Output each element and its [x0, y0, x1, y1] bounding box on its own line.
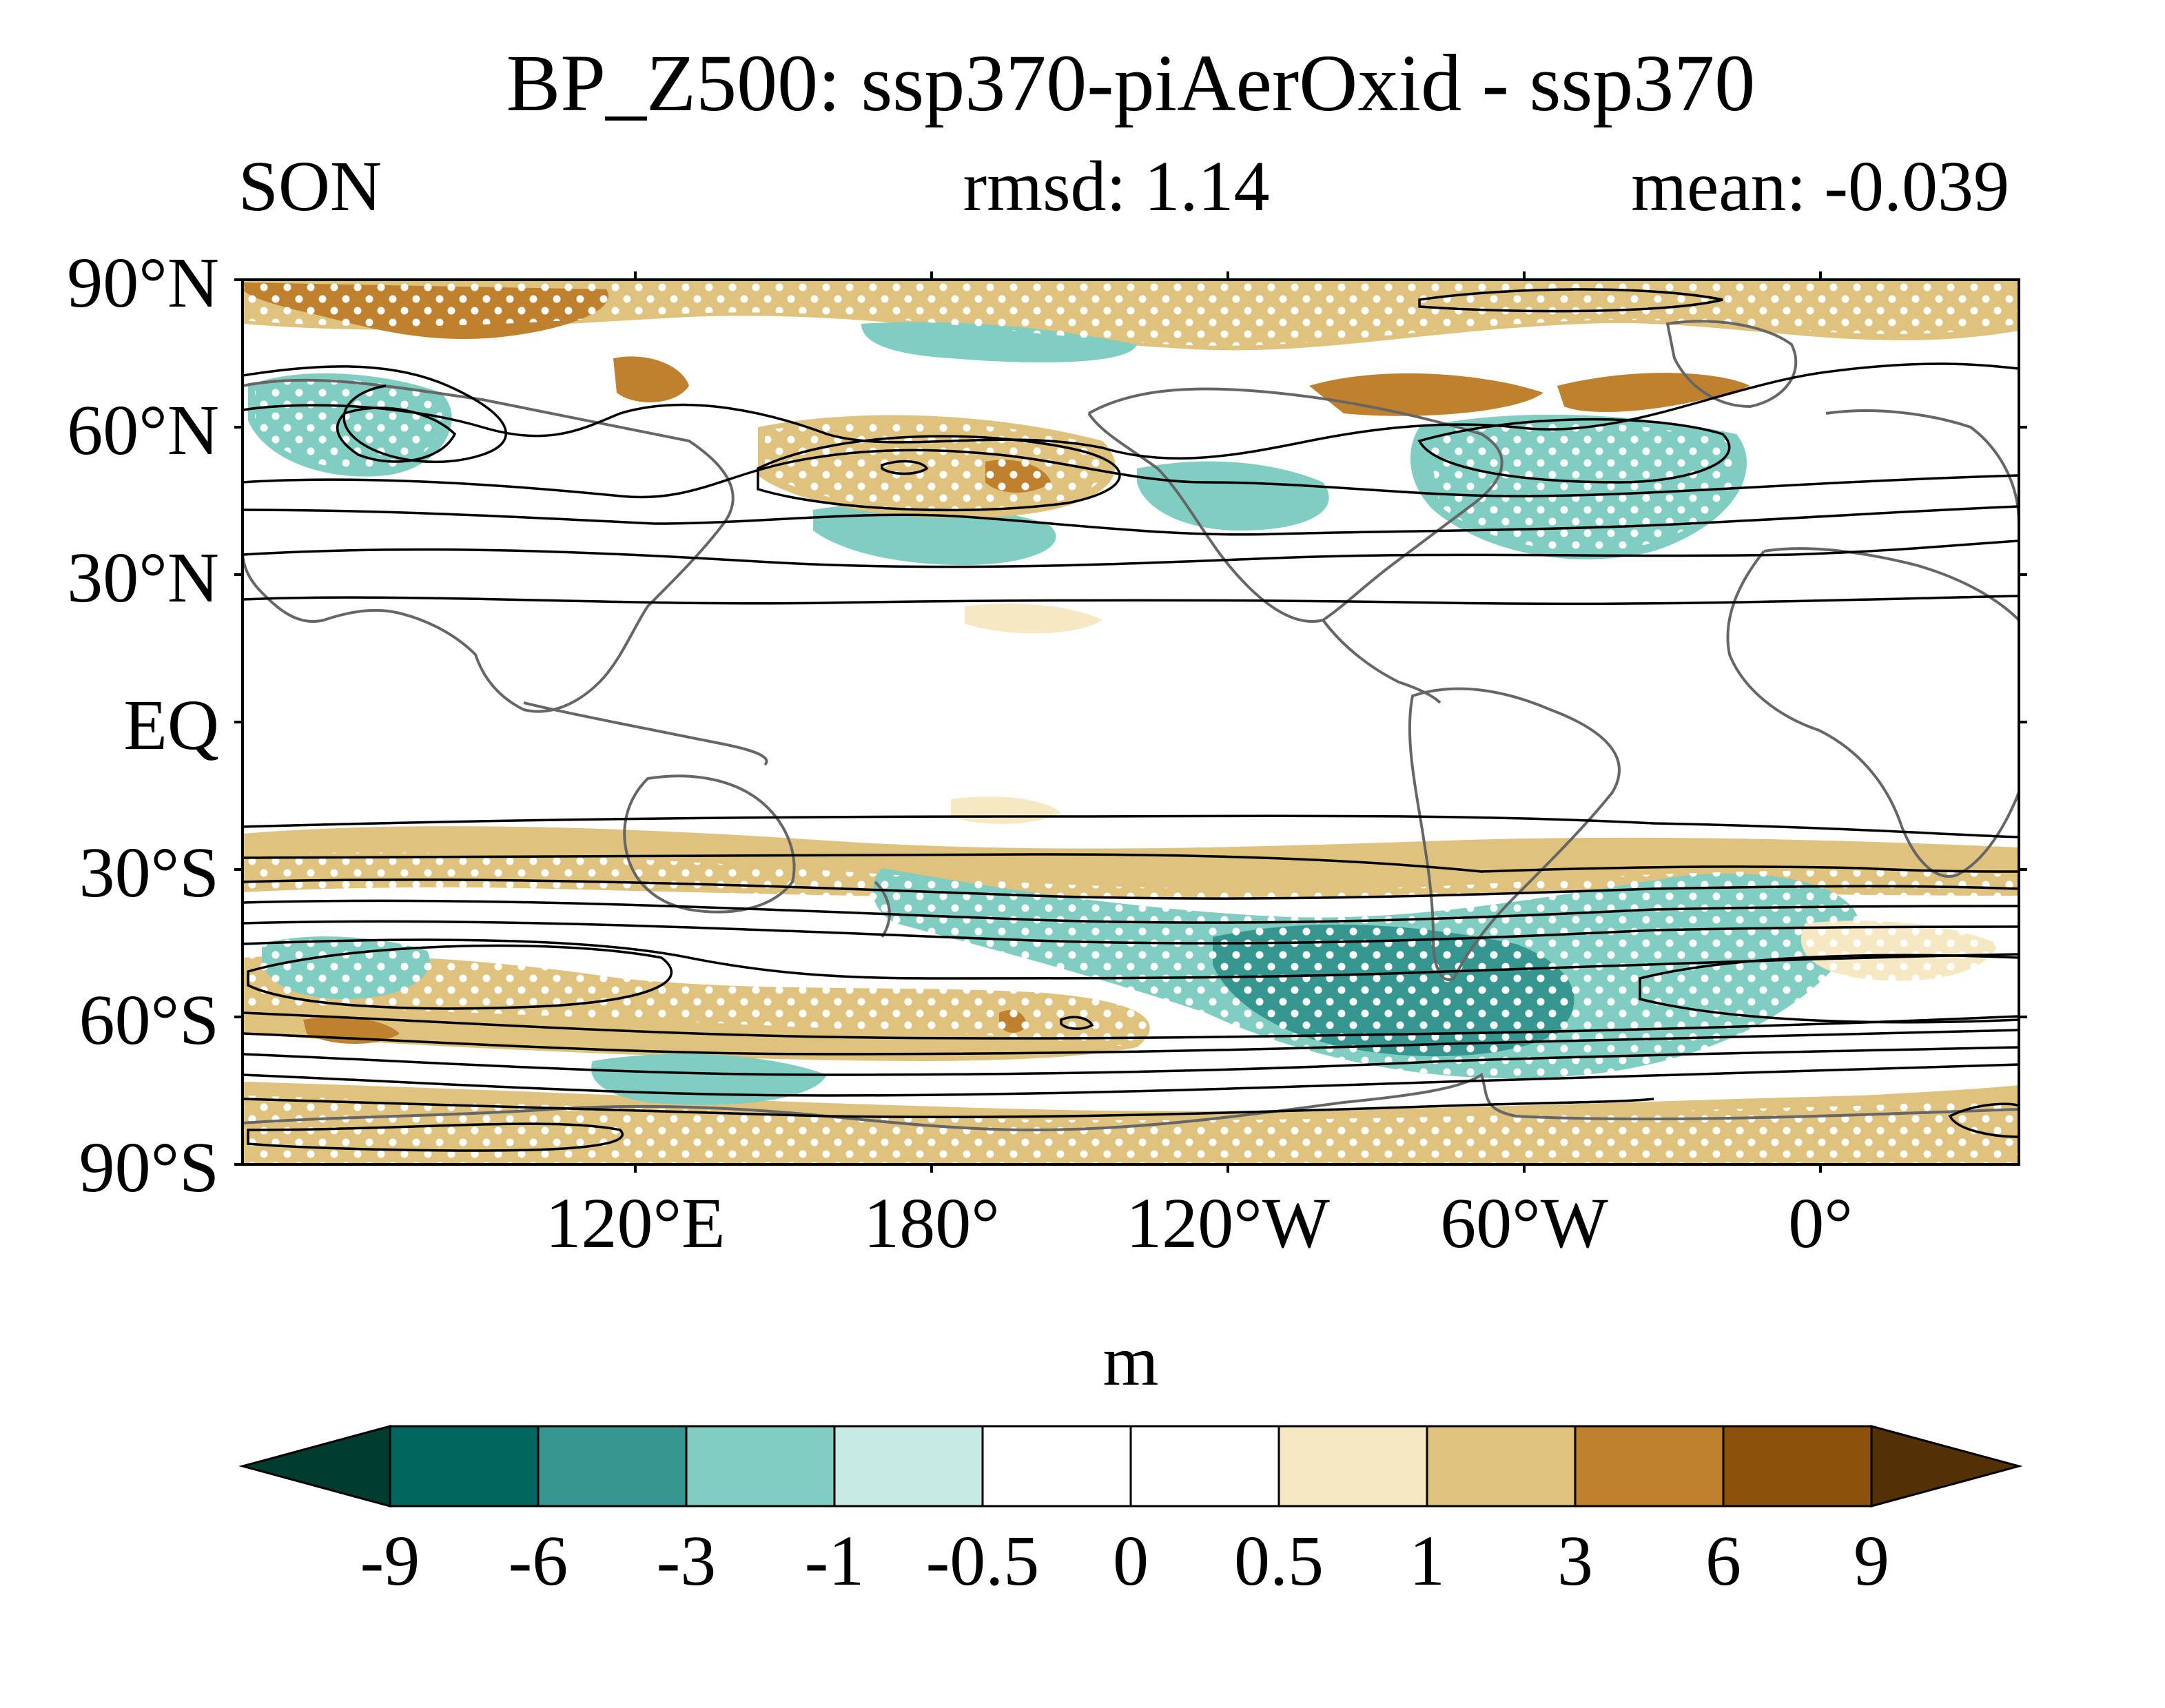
contour-nh-3 — [243, 449, 2019, 499]
climatology-contours — [243, 288, 2019, 1152]
coastline-asia — [243, 378, 735, 713]
colorbar-level-label: 6 — [1705, 1521, 1741, 1601]
mean-label: mean: -0.039 — [1631, 147, 2009, 226]
colorbar: -9 -6 -3 -1 -0.5 0 0.5 1 3 6 9 — [238, 1425, 2023, 1601]
contour-sh-4 — [243, 899, 2019, 924]
contour-sh-7 — [243, 1011, 2019, 1040]
colorbar-extend-high — [1870, 1425, 2023, 1508]
colorbar-level-label: -1 — [805, 1521, 865, 1601]
contour-sh-cell-west — [247, 944, 673, 1010]
colorbar-level-label: 1 — [1409, 1521, 1445, 1601]
xtick-label: 120°W — [1126, 1184, 1330, 1263]
contour-nh-europe-cell — [336, 407, 457, 463]
colorbar-level-label: -6 — [509, 1521, 568, 1601]
ytick-label: 30°S — [79, 833, 219, 912]
colorbar-level-label: -3 — [657, 1521, 717, 1601]
colorbar-box — [1129, 1425, 1280, 1508]
colorbar-box — [833, 1425, 984, 1508]
colorbar-level-label: -9 — [360, 1521, 420, 1601]
xtick-label: 0° — [1788, 1184, 1853, 1263]
stipple-north-europe — [255, 379, 442, 470]
contour-nh-6 — [243, 595, 2019, 606]
coastline-greenland — [1665, 320, 1798, 409]
plot-title: BP_Z500: ssp370-piAerOxid - ssp370 — [506, 38, 1756, 128]
coastline-indonesia — [523, 701, 768, 766]
colorbar-level-label: 0.5 — [1234, 1521, 1324, 1601]
contour-nh-1 — [243, 365, 507, 464]
colorbar-level-label: 0 — [1113, 1521, 1149, 1601]
contour-arctic-cell — [1418, 288, 1723, 313]
contour-sh-1 — [243, 814, 2019, 838]
colorbar-box — [1574, 1425, 1725, 1508]
anomaly-strong-positive-east-siberia — [613, 356, 689, 402]
xtick-label: 120°E — [545, 1184, 725, 1263]
contour-antarctic-cell-east — [1948, 1102, 2019, 1138]
stipple-north-atlantic — [1426, 421, 1736, 551]
colorbar-extend-low — [238, 1425, 391, 1508]
colorbar-box — [1278, 1425, 1428, 1508]
contour-nh-5 — [243, 539, 2019, 568]
ytick-label: 60°S — [79, 980, 219, 1060]
stipple-arctic — [243, 280, 2019, 346]
ytick-label: 90°S — [79, 1128, 219, 1207]
x-axis-labels: 120°E 180° 120°W 60°W 0° — [545, 1184, 1852, 1263]
ytick-label: 30°N — [67, 538, 219, 617]
contour-nh-atlantic-cell — [1417, 418, 1731, 484]
contour-nh-pacific-core — [881, 460, 929, 475]
colorbar-box — [537, 1425, 688, 1508]
contour-nh-4 — [243, 505, 2019, 536]
contour-sh-5 — [243, 920, 2019, 945]
colorbar-level-label: 3 — [1557, 1521, 1593, 1601]
contour-nh-2 — [243, 362, 2019, 460]
contour-sh-11 — [243, 1098, 1654, 1119]
anomaly-light-positive-tropics — [965, 604, 1102, 634]
contour-nh-pacific-cell — [757, 435, 1121, 512]
colorbar-box — [981, 1425, 1132, 1508]
colorbar-box — [685, 1425, 836, 1508]
contour-antarctic-cell — [247, 1122, 624, 1152]
season-label: SON — [238, 147, 382, 226]
coastline-australia — [623, 774, 796, 914]
contour-sh-6 — [243, 938, 2019, 980]
contour-sh-pacific-ring — [1060, 1016, 1094, 1030]
rmsd-label: rmsd: 1.14 — [963, 147, 1270, 226]
contour-sh-8 — [243, 1029, 2019, 1056]
ytick-label: 60°N — [67, 391, 219, 470]
contour-sh-3 — [243, 878, 2019, 900]
colorbar-box — [1426, 1425, 1577, 1508]
colorbar-unit-label: m — [1103, 1321, 1159, 1401]
xtick-label: 180° — [863, 1184, 1000, 1263]
coastline-south-america — [1408, 687, 1621, 981]
ytick-label: 90°N — [67, 243, 219, 322]
colorbar-box — [1722, 1425, 1873, 1508]
y-axis-labels: 90°N 60°N 30°N EQ 30°S 60°S 90°S — [67, 243, 219, 1207]
xtick-label: 60°W — [1440, 1184, 1608, 1263]
anomaly-negative-arctic-ring — [861, 322, 1137, 362]
contour-sh-9 — [243, 1046, 2019, 1076]
anomaly-negative-north-america — [1137, 461, 1329, 531]
map-ticks — [234, 271, 2027, 1173]
contour-sh-10 — [243, 1063, 2019, 1097]
coastline-central-america — [1322, 619, 1441, 704]
map-panel — [243, 280, 2019, 1164]
colorbar-box — [389, 1425, 540, 1508]
colorbar-level-label: 9 — [1854, 1521, 1889, 1601]
coastline-new-zealand — [874, 881, 891, 938]
ytick-label: EQ — [123, 686, 219, 765]
contour-sh-cell-atlantic — [1639, 954, 2019, 1024]
anomaly-strong-positive-greenland — [1557, 373, 1750, 413]
coastline-north-america — [1087, 387, 1504, 623]
colorbar-level-label: -0.5 — [926, 1521, 1040, 1601]
